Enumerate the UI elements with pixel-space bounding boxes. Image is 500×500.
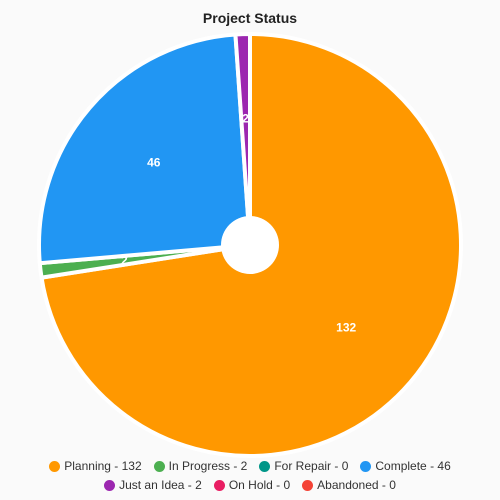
legend-label: Just an Idea - 2 <box>119 478 202 492</box>
legend-label: For Repair - 0 <box>274 459 349 473</box>
chart-title: Project Status <box>202 10 298 26</box>
legend-swatch <box>49 460 61 472</box>
legend-item-just-an-idea[interactable]: Just an Idea - 2 <box>104 477 202 493</box>
slice-label-complete: 46 <box>147 156 161 170</box>
chart-legend: Planning - 132 In Progress - 2 For Repair … <box>0 458 500 493</box>
legend-label: Complete - 46 <box>375 459 451 473</box>
donut-hole <box>221 216 279 274</box>
slice-label-just-an-idea: 2 <box>242 111 249 125</box>
legend-label: In Progress - 2 <box>168 459 248 473</box>
legend-label: Abandoned - 0 <box>317 478 396 492</box>
legend-swatch <box>213 479 225 491</box>
legend-item-planning[interactable]: Planning - 132 <box>49 458 142 474</box>
legend-item-complete[interactable]: Complete - 46 <box>360 458 451 474</box>
legend-label: On Hold - 0 <box>228 478 291 492</box>
legend-swatch <box>302 479 314 491</box>
slice-label-in-progress: 2 <box>121 253 128 267</box>
legend-swatch <box>153 460 165 472</box>
legend-item-on-hold[interactable]: On Hold - 0 <box>213 477 291 493</box>
legend-swatch <box>259 460 271 472</box>
legend-swatch <box>360 460 372 472</box>
pie-slice-complete[interactable] <box>37 32 252 266</box>
legend-item-abandoned[interactable]: Abandoned - 0 <box>302 477 396 493</box>
legend-swatch <box>104 479 116 491</box>
legend-item-in-progress[interactable]: In Progress - 2 <box>153 458 248 474</box>
pie-slice-just-an-idea[interactable] <box>233 32 252 247</box>
legend-item-for-repair[interactable]: For Repair - 0 <box>259 458 348 474</box>
legend-label: Planning - 132 <box>64 459 142 473</box>
slice-label-planning: 132 <box>336 320 356 334</box>
